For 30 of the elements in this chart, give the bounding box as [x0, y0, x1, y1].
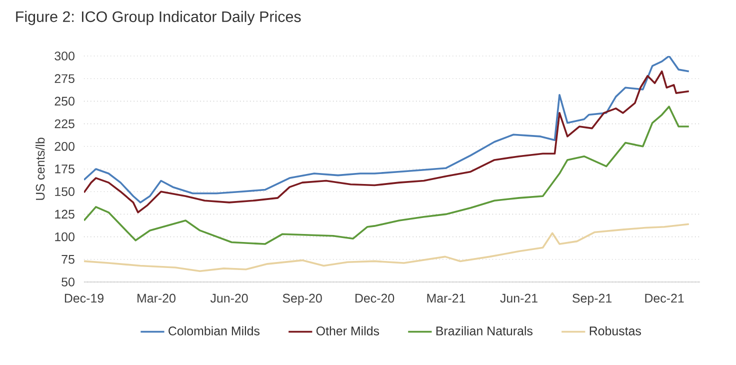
y-tick-label: 125	[55, 210, 74, 219]
x-tick-label: Dec-21	[645, 294, 684, 303]
x-tick-label: Sep-21	[572, 294, 612, 306]
legend-label: Other Milds	[316, 326, 380, 336]
y-tick-label: 250	[54, 96, 74, 106]
y-tick-label: 300	[54, 52, 74, 60]
legend-label: Robustas	[590, 326, 641, 336]
legend-label: Colombian Milds	[168, 326, 260, 336]
y-tick-label: 225	[54, 119, 74, 128]
y-tick-label: 200	[54, 142, 74, 151]
x-tick-label: Mar-21	[427, 294, 466, 303]
y-axis-title: US cents/lb	[36, 138, 45, 200]
legend-label: Brazilian Naturals	[436, 326, 533, 336]
x-tick-label: Dec-19	[64, 294, 104, 303]
y-tick-label: 150	[55, 187, 74, 196]
x-tick-label: Jun-20	[210, 294, 248, 303]
y-tick-label: 275	[54, 74, 74, 84]
line-series	[84, 56, 690, 204]
y-tick-label: 175	[55, 164, 74, 174]
y-tick-label: 100	[55, 232, 74, 242]
x-tick-label: Sep-20	[282, 294, 322, 306]
line-series	[84, 223, 690, 272]
chart-title: Figure 2: ICO Group Indicator Daily Prices	[16, 10, 301, 26]
y-tick-label: 50	[62, 278, 74, 286]
x-tick-label: Mar-20	[138, 294, 176, 303]
line-series	[84, 106, 690, 245]
x-tick-label: Dec-20	[355, 294, 394, 303]
y-tick-label: 75	[62, 255, 74, 264]
line-series	[84, 70, 690, 214]
x-tick-label: Jun-21	[500, 294, 538, 303]
